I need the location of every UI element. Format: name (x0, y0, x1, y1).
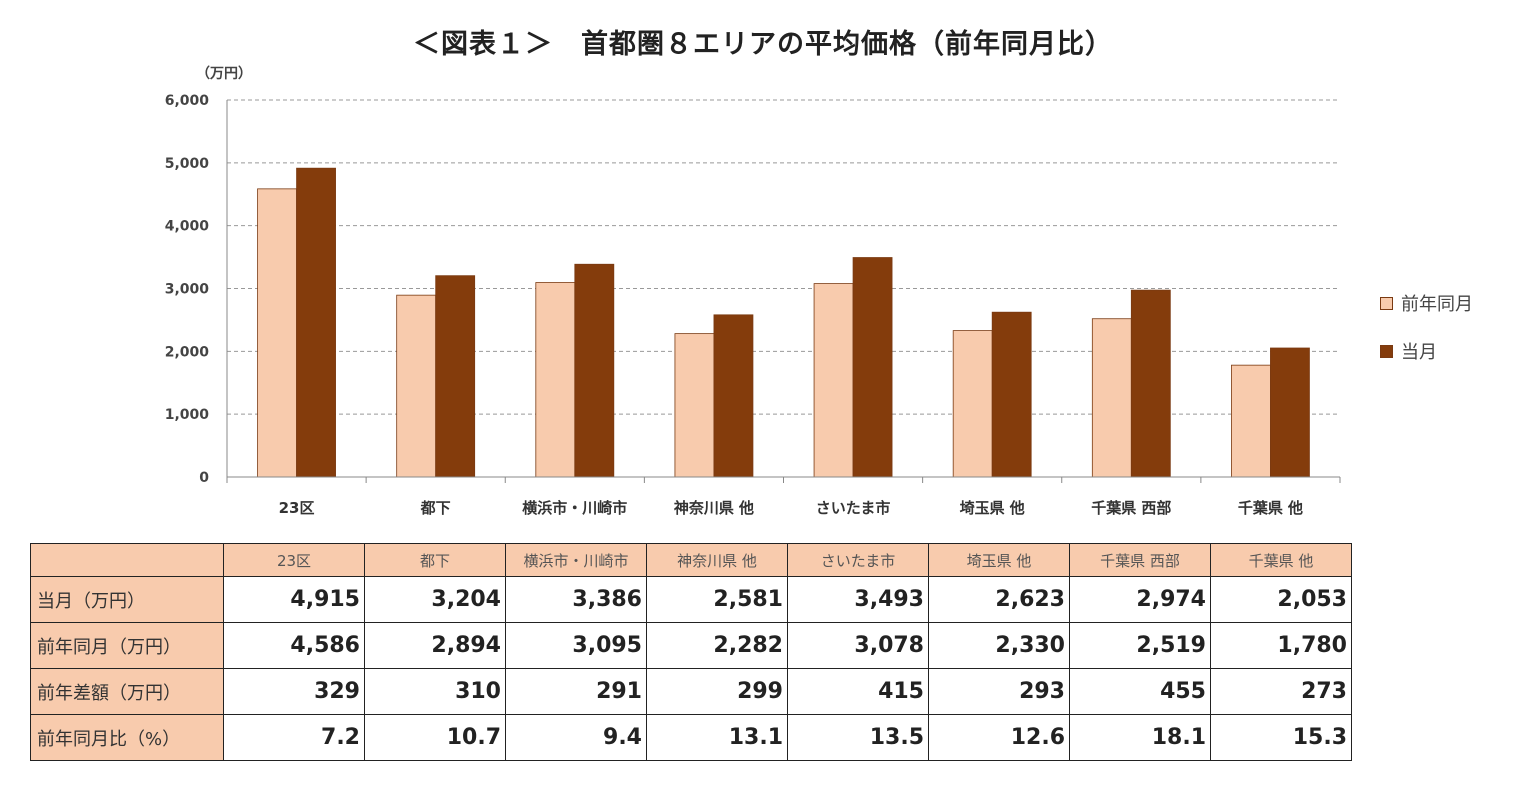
table-cell: 15.3 (1210, 714, 1352, 761)
table-cell: 2,330 (928, 622, 1070, 669)
y-tick-label: 2,000 (165, 344, 210, 360)
bar-current (435, 275, 476, 478)
table-cell: 13.1 (646, 714, 788, 761)
table-cell: 2,974 (1069, 576, 1211, 623)
y-tick-label: 5,000 (165, 156, 210, 172)
y-tick-label: 6,000 (165, 93, 210, 109)
axes (226, 100, 1341, 483)
bar-prev-year (535, 282, 576, 478)
chart-title: ＜図表１＞ 首都圏８エリアの平均価格（前年同月比） (413, 29, 1113, 60)
legend-label: 前年同月 (1401, 294, 1473, 315)
table-cell: 310 (364, 668, 506, 715)
bar-chart: （万円） 0 1,000 2,000 3,000 4,000 5,000 6,000 23区… (165, 66, 1341, 517)
table-cell: 4,586 (223, 622, 365, 669)
bar-series (257, 167, 1310, 478)
table-cell: 2,519 (1069, 622, 1211, 669)
bar-current (296, 167, 336, 478)
x-category-label: 横浜市・川崎市 (522, 499, 627, 517)
table-cell: 12.6 (928, 714, 1070, 761)
table-cell: 2,623 (928, 576, 1070, 623)
legend-label: 当月 (1401, 342, 1437, 363)
table-row-header: 前年差額（万円） (30, 668, 224, 715)
category-labels: 23区 都下 横浜市・川崎市 神奈川県 他 さいたま市 埼玉県 他 千葉県 西部 千葉県 他 (279, 499, 1303, 517)
x-category-label: 千葉県 他 (1238, 499, 1303, 517)
table-cell: 3,386 (505, 576, 647, 623)
table-cell: 299 (646, 668, 788, 715)
table-column-header: 神奈川県 他 (646, 543, 788, 577)
table-corner-cell (30, 543, 224, 577)
table-row-header: 前年同月（万円） (30, 622, 224, 669)
bar-prev-year (1231, 364, 1271, 478)
legend: 前年同月 当月 (1380, 290, 1473, 386)
legend-item: 当月 (1380, 338, 1473, 364)
legend-swatch (1380, 296, 1393, 310)
legend-item: 前年同月 (1380, 290, 1473, 316)
table-cell: 3,204 (364, 576, 506, 623)
y-tick-label: 3,000 (165, 282, 210, 298)
table-row: 前年同月比（%） 7.2 10.7 9.4 13.1 13.5 12.6 18.1 15.3 (30, 714, 1352, 761)
data-table: 23区 都下 横浜市・川崎市 神奈川県 他さいたま市 埼玉県 他千葉県 西部 千葉県 他 … (30, 543, 1352, 761)
table-cell: 18.1 (1069, 714, 1211, 761)
table-column-header: 千葉県 他 (1210, 543, 1352, 577)
table-cell: 415 (787, 668, 929, 715)
table-cell: 273 (1210, 668, 1352, 715)
table-column-header: 埼玉県 他 (928, 543, 1070, 577)
y-tick-labels: 0 1,000 2,000 3,000 4,000 5,000 6,000 (165, 93, 210, 486)
table-cell: 13.5 (787, 714, 929, 761)
y-axis-unit-label: （万円） (196, 66, 252, 82)
table-cell: 329 (223, 668, 365, 715)
table-body: 当月（万円） 4,915 3,204 3,386 2,581 3,493 2,623 2,97… (30, 576, 1352, 761)
table-cell: 2,282 (646, 622, 788, 669)
table-header-row: 23区 都下 横浜市・川崎市 神奈川県 他さいたま市 埼玉県 他千葉県 西部 千葉県 他 (30, 543, 1352, 577)
y-tick-label: 0 (199, 470, 209, 486)
table-cell: 2,053 (1210, 576, 1352, 623)
bar-prev-year (1091, 318, 1132, 478)
bar-prev-year (257, 188, 297, 478)
x-category-label: 23区 (279, 499, 315, 517)
x-category-label: 埼玉県 他 (960, 499, 1025, 517)
y-tick-label: 4,000 (165, 219, 210, 235)
table-cell: 1,780 (1210, 622, 1352, 669)
table-cell: 3,095 (505, 622, 647, 669)
table-cell: 3,078 (787, 622, 929, 669)
table-row: 前年差額（万円） 329 310 291 299 415 293 455 273 (30, 668, 1352, 715)
bar-current (1270, 347, 1310, 478)
table-row: 当月（万円） 4,915 3,204 3,386 2,581 3,493 2,623 2,97… (30, 576, 1352, 623)
table-cell: 2,894 (364, 622, 506, 669)
table-cell: 7.2 (223, 714, 365, 761)
bar-current (713, 314, 754, 478)
bar-current (1130, 289, 1171, 478)
grid-layer (227, 99, 1340, 415)
bar-prev-year (813, 283, 854, 478)
table-cell: 3,493 (787, 576, 929, 623)
bar-current (852, 257, 893, 478)
table-column-header: 千葉県 西部 (1069, 543, 1211, 577)
table-cell: 9.4 (505, 714, 647, 761)
table-column-header: 23区 (223, 543, 365, 577)
x-category-label: 千葉県 西部 (1091, 499, 1171, 517)
bar-prev-year (674, 333, 715, 478)
table-cell: 455 (1069, 668, 1211, 715)
table-column-header: 都下 (364, 543, 506, 577)
legend-swatch (1380, 344, 1393, 358)
table-row-header: 当月（万円） (30, 576, 224, 623)
x-category-label: 神奈川県 他 (674, 499, 754, 517)
table-cell: 4,915 (223, 576, 365, 623)
x-category-label: 都下 (420, 499, 451, 517)
table-column-header: 横浜市・川崎市 (505, 543, 647, 577)
table-cell: 291 (505, 668, 647, 715)
bar-current (574, 263, 615, 478)
x-category-label: さいたま市 (816, 499, 891, 517)
table-row: 前年同月（万円） 4,586 2,894 3,095 2,282 3,078 2,330 2,… (30, 622, 1352, 669)
table-row-header: 前年同月比（%） (30, 714, 224, 761)
bar-prev-year (396, 294, 437, 478)
table-cell: 293 (928, 668, 1070, 715)
table-column-header: さいたま市 (787, 543, 929, 577)
y-tick-label: 1,000 (165, 407, 210, 423)
table-cell: 2,581 (646, 576, 788, 623)
table-cell: 10.7 (364, 714, 506, 761)
bar-current (991, 311, 1032, 478)
bar-prev-year (952, 330, 993, 478)
